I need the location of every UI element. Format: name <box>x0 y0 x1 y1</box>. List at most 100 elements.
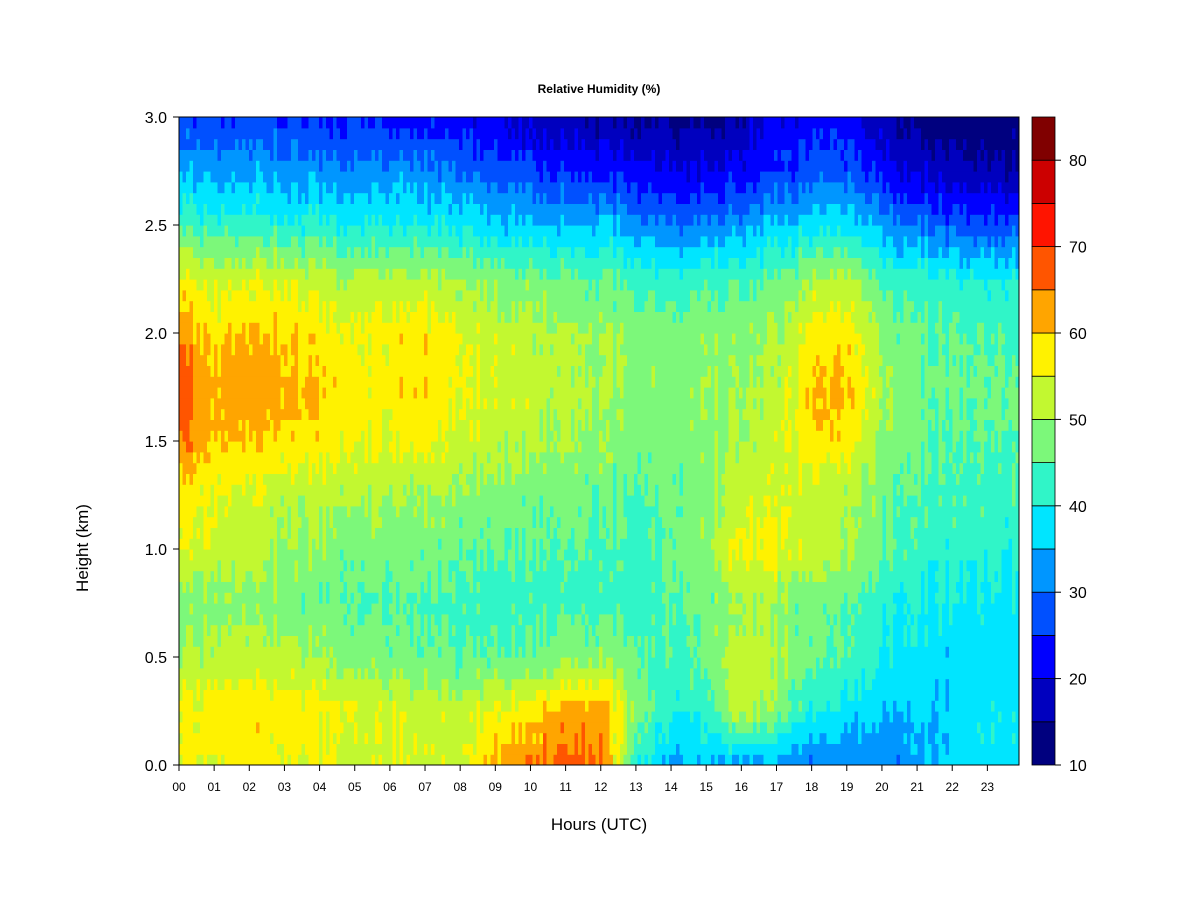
heatmap-cell <box>291 743 296 755</box>
heatmap-cell <box>203 171 208 183</box>
heatmap-cell <box>357 127 362 140</box>
heatmap-cell <box>259 505 264 518</box>
heatmap-cell <box>389 700 394 712</box>
heatmap-cell <box>434 754 439 765</box>
heatmap-cell <box>424 678 429 690</box>
heatmap-cell <box>298 549 303 561</box>
heatmap-cell <box>319 192 324 204</box>
heatmap-cell <box>364 127 369 140</box>
heatmap-cell <box>266 462 271 474</box>
heatmap-cell <box>263 408 268 420</box>
heatmap-cell <box>224 203 229 215</box>
heatmap-cell <box>182 689 187 701</box>
heatmap-cell <box>210 462 215 474</box>
heatmap-cell <box>462 732 467 744</box>
heatmap-cell <box>350 592 355 604</box>
heatmap-cell <box>420 743 425 755</box>
heatmap-cell <box>277 268 282 280</box>
heatmap-cell <box>189 138 194 150</box>
heatmap-cell <box>469 635 474 647</box>
heatmap-cell <box>382 235 387 248</box>
heatmap-cell <box>462 311 467 323</box>
heatmap-cell <box>305 732 310 744</box>
heatmap-cell <box>448 192 453 204</box>
heatmap-cell <box>410 225 415 237</box>
heatmap-cell <box>329 430 334 442</box>
heatmap-cell <box>462 300 467 312</box>
heatmap-cell <box>221 300 226 312</box>
heatmap-cell <box>350 505 355 518</box>
heatmap-cell <box>315 214 320 226</box>
heatmap-cell <box>329 441 334 453</box>
heatmap-cell <box>459 754 464 765</box>
heatmap-cell <box>256 527 261 539</box>
heatmap-cell <box>312 646 317 658</box>
heatmap-cell <box>312 203 317 215</box>
heatmap-cell <box>315 365 320 377</box>
heatmap-cell <box>354 343 359 356</box>
heatmap-cell <box>252 365 257 377</box>
heatmap-cell <box>277 181 282 194</box>
heatmap-cell <box>368 365 373 377</box>
heatmap-cell <box>438 365 443 377</box>
heatmap-cell <box>410 235 415 248</box>
heatmap-cell <box>389 484 394 496</box>
heatmap-cell <box>417 473 422 485</box>
heatmap-cell <box>231 732 236 744</box>
heatmap-cell <box>469 646 474 658</box>
heatmap-cell <box>291 538 296 550</box>
heatmap-cell <box>392 117 397 129</box>
heatmap-cell <box>336 538 341 550</box>
heatmap-cell <box>231 235 236 248</box>
heatmap-cell <box>403 246 408 258</box>
heatmap-cell <box>263 559 268 572</box>
heatmap-cell <box>371 138 376 150</box>
heatmap-cell <box>424 149 429 161</box>
heatmap-cell <box>326 279 331 291</box>
heatmap-cell <box>389 387 394 399</box>
heatmap-cell <box>266 225 271 237</box>
heatmap-cell <box>354 300 359 312</box>
heatmap-cell <box>382 732 387 744</box>
heatmap-cell <box>284 624 289 636</box>
heatmap-cell <box>238 592 243 604</box>
heatmap-cell <box>186 495 191 507</box>
heatmap-cell <box>291 581 296 593</box>
heatmap-cell <box>357 138 362 150</box>
heatmap-cell <box>438 473 443 485</box>
heatmap-cell <box>333 624 338 636</box>
heatmap-cell <box>371 451 376 464</box>
heatmap-cell <box>392 570 397 582</box>
heatmap-cell <box>455 754 460 765</box>
heatmap-cell <box>221 657 226 669</box>
heatmap-cell <box>361 635 366 647</box>
heatmap-cell <box>256 268 261 280</box>
heatmap-cell <box>235 354 240 366</box>
heatmap-cell <box>224 473 229 485</box>
heatmap-cell <box>364 624 369 636</box>
heatmap-cell <box>455 613 460 626</box>
heatmap-cell <box>406 127 411 140</box>
heatmap-cell <box>308 257 313 269</box>
heatmap-cell <box>364 192 369 204</box>
heatmap-cell <box>375 192 380 204</box>
heatmap-cell <box>431 516 436 528</box>
heatmap-cell <box>392 516 397 528</box>
heatmap-cell <box>217 462 222 474</box>
heatmap-cell <box>371 235 376 248</box>
heatmap-cell <box>315 387 320 399</box>
heatmap-cell <box>224 246 229 258</box>
heatmap-cell <box>452 732 457 744</box>
heatmap-cell <box>186 419 191 431</box>
heatmap-cell <box>294 203 299 215</box>
heatmap-cell <box>238 603 243 615</box>
heatmap-cell <box>343 538 348 550</box>
heatmap-cell <box>445 473 450 485</box>
heatmap-cell <box>319 322 324 334</box>
heatmap-cell <box>434 711 439 723</box>
heatmap-cell <box>462 117 467 129</box>
heatmap-cell <box>396 225 401 237</box>
heatmap-cell <box>203 527 208 539</box>
heatmap-cell <box>270 592 275 604</box>
heatmap-cell <box>228 333 233 345</box>
